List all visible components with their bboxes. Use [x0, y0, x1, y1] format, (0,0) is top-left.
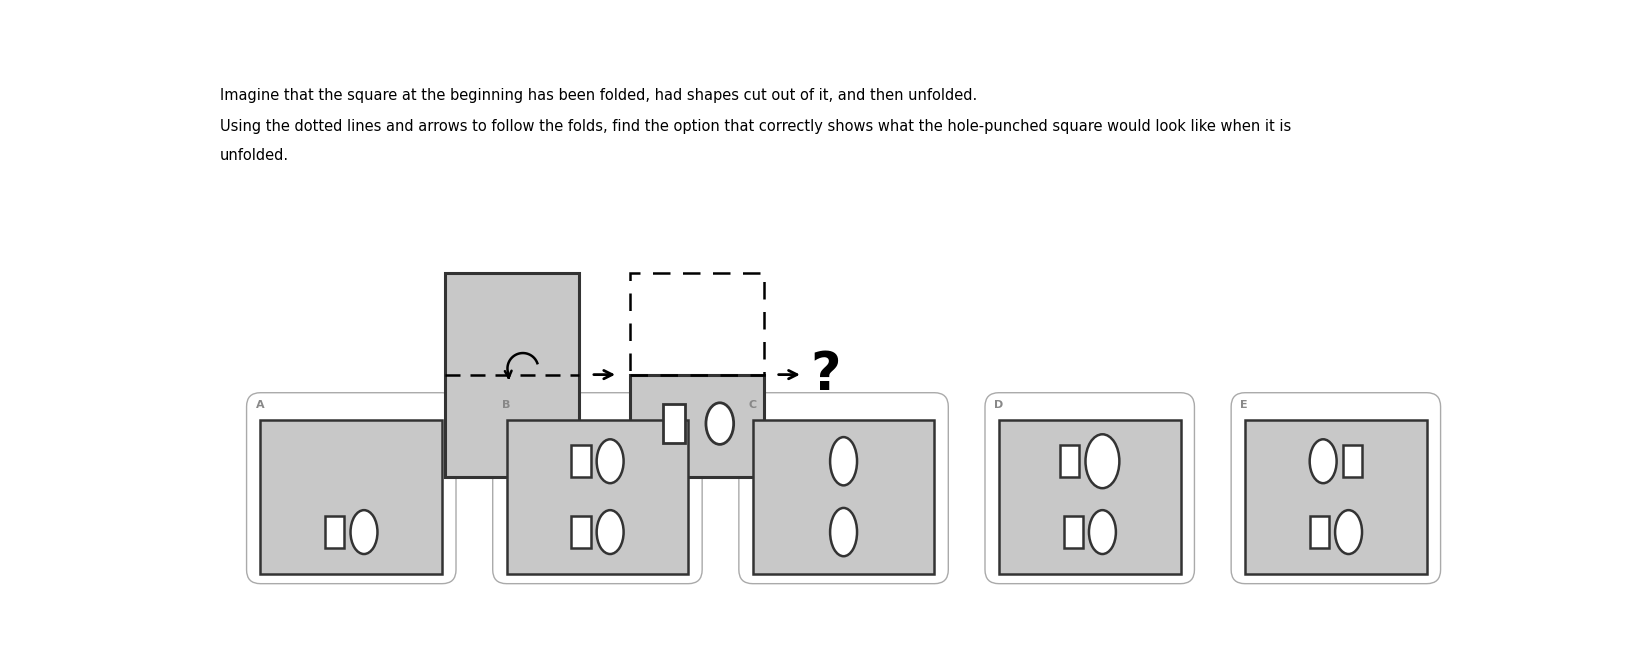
Bar [1060, 445, 1080, 477]
Bar [260, 420, 443, 574]
FancyBboxPatch shape [247, 393, 456, 584]
Bar [444, 272, 579, 477]
Bar [326, 516, 344, 548]
Bar [629, 375, 764, 477]
Ellipse shape [351, 510, 377, 554]
Text: unfolded.: unfolded. [221, 148, 290, 163]
Ellipse shape [596, 440, 624, 483]
Text: Imagine that the square at the beginning has been folded, had shapes cut out of : Imagine that the square at the beginning… [221, 88, 978, 103]
Text: Using the dotted lines and arrows to follow the folds, find the option that corr: Using the dotted lines and arrows to fol… [221, 118, 1290, 134]
Ellipse shape [830, 508, 858, 556]
Text: C: C [747, 401, 756, 410]
Bar [507, 420, 688, 574]
Ellipse shape [830, 437, 858, 485]
Bar [629, 272, 764, 375]
FancyBboxPatch shape [984, 393, 1195, 584]
FancyBboxPatch shape [492, 393, 703, 584]
Bar [1310, 516, 1328, 548]
Bar [999, 420, 1180, 574]
Bar [1063, 516, 1083, 548]
Bar [752, 420, 935, 574]
Ellipse shape [596, 510, 624, 554]
Ellipse shape [1335, 510, 1361, 554]
Bar [571, 445, 591, 477]
FancyBboxPatch shape [739, 393, 948, 584]
Bar [571, 516, 591, 548]
Text: ?: ? [810, 348, 841, 401]
Text: B: B [502, 401, 510, 410]
FancyBboxPatch shape [1231, 393, 1440, 584]
Text: D: D [994, 401, 1004, 410]
Text: E: E [1241, 401, 1248, 410]
Ellipse shape [1310, 440, 1337, 483]
Bar [1244, 420, 1427, 574]
Bar [1343, 445, 1361, 477]
Text: A: A [255, 401, 265, 410]
Bar [663, 405, 685, 443]
Ellipse shape [1085, 434, 1119, 488]
Ellipse shape [706, 403, 734, 444]
Ellipse shape [1090, 510, 1116, 554]
